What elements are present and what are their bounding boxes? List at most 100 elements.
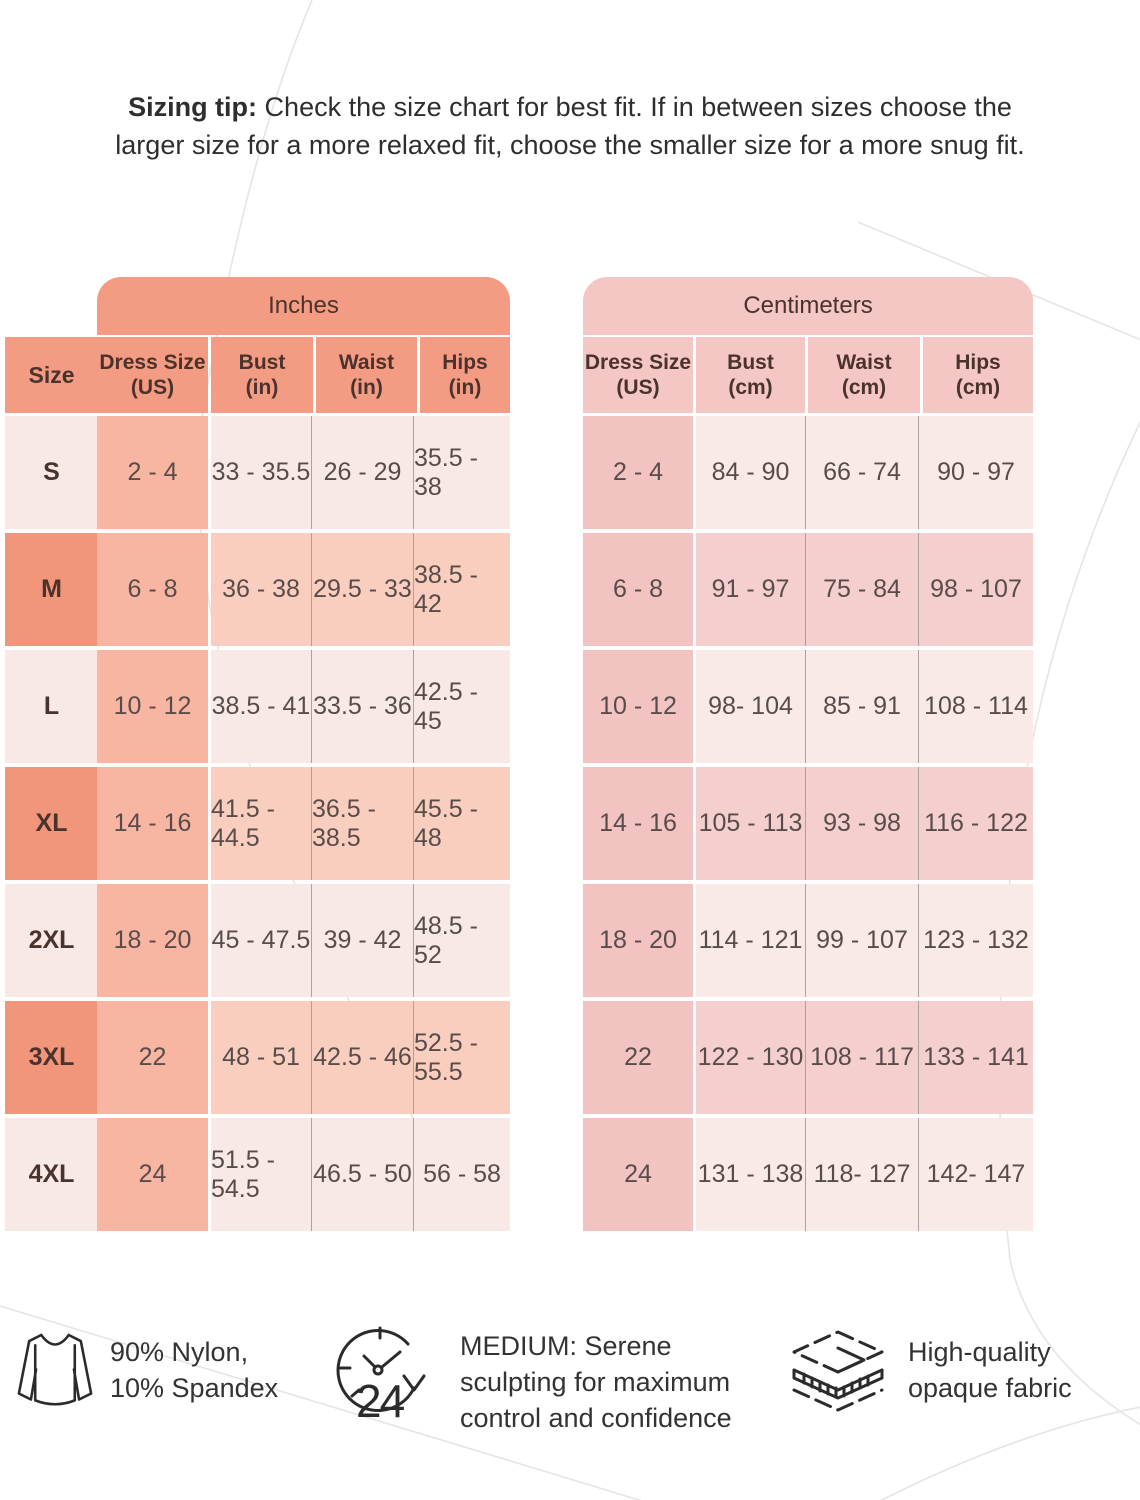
hips-cell: 48.5 - 52	[413, 884, 510, 997]
waist-cell: 108 - 117	[805, 1001, 918, 1114]
dress-size-cell: 18 - 20	[97, 884, 208, 997]
col-unit: (in)	[350, 376, 383, 399]
measure-group: 33 - 35.5 26 - 29 35.5 - 38	[211, 416, 510, 529]
hips-cell: 108 - 114	[918, 650, 1033, 763]
inches-row-2XL: 18 - 20 45 - 47.5 39 - 42 48.5 - 52	[97, 884, 510, 997]
cm-col-dress-size: Dress Size (US)	[583, 337, 693, 413]
feature-control-text: MEDIUM: Serene sculpting for maximum con…	[460, 1331, 732, 1433]
bust-cell: 33 - 35.5	[211, 458, 311, 486]
dress-size-cell: 6 - 8	[97, 533, 208, 646]
waist-cell: 29.5 - 33	[311, 533, 413, 646]
col-unit: (cm)	[955, 376, 1001, 399]
measure-group: 51.5 - 54.5 46.5 - 50 56 - 58	[211, 1118, 510, 1231]
hips-cell: 35.5 - 38	[413, 416, 510, 529]
cm-row-S: 2 - 4 84 - 90 66 - 74 90 - 97	[583, 416, 1033, 529]
measure-group: 131 - 138 118- 127 142- 147	[696, 1118, 1033, 1231]
waist-cell: 26 - 29	[311, 416, 413, 529]
hips-cell: 90 - 97	[918, 416, 1033, 529]
dress-size-cell: 22	[97, 1001, 208, 1114]
dress-size-cell: 6 - 8	[583, 533, 693, 646]
feature-control: 24 MEDIUM: Serene sculpting for maximum …	[330, 1322, 732, 1436]
inches-table-title: Inches	[97, 277, 510, 335]
col-label: Waist	[338, 351, 395, 374]
measure-group: 45 - 47.5 39 - 42 48.5 - 52	[211, 884, 510, 997]
waist-cell: 33.5 - 36	[311, 650, 413, 763]
bust-cell: 114 - 121	[698, 926, 803, 954]
dress-size-cell: 18 - 20	[583, 884, 693, 997]
waist-cell: 118- 127	[805, 1118, 918, 1231]
cm-row-L: 10 - 12 98- 104 85 - 91 108 - 114	[583, 650, 1033, 763]
waist-cell: 36.5 - 38.5	[311, 767, 413, 880]
dress-size-cell: 2 - 4	[97, 416, 208, 529]
size-label-S: S	[5, 416, 98, 529]
size-label-4XL: 4XL	[5, 1118, 98, 1231]
inches-rows: 2 - 4 33 - 35.5 26 - 29 35.5 - 38 6 - 8 36 - …	[97, 416, 510, 1231]
dress-size-cell: 24	[97, 1118, 208, 1231]
inches-col-dress-size: Dress Size (US)	[97, 337, 208, 413]
cm-row-M: 6 - 8 91 - 97 75 - 84 98 - 107	[583, 533, 1033, 646]
dress-size-cell: 10 - 12	[583, 650, 693, 763]
col-label: Bust	[238, 351, 286, 374]
col-label: Waist	[836, 351, 892, 374]
bust-cell: 51.5 - 54.5	[211, 1145, 275, 1203]
feature-material-text: 90% Nylon, 10% Spandex	[110, 1337, 279, 1403]
measure-group: 41.5 - 44.5 36.5 - 38.5 45.5 - 48	[211, 767, 510, 880]
bust-cell: 45 - 47.5	[211, 926, 311, 954]
col-unit: (in)	[245, 376, 279, 399]
col-unit: (cm)	[841, 376, 887, 399]
col-label: Dress Size	[99, 351, 206, 374]
inches-row-L: 10 - 12 38.5 - 41 33.5 - 36 42.5 - 45	[97, 650, 510, 763]
measure-group: 38.5 - 41 33.5 - 36 42.5 - 45	[211, 650, 510, 763]
measure-group: 105 - 113 93 - 98 116 - 122	[696, 767, 1033, 880]
cm-row-XL: 14 - 16 105 - 113 93 - 98 116 - 122	[583, 767, 1033, 880]
waist-cell: 75 - 84	[805, 533, 918, 646]
bust-cell: 41.5 - 44.5	[211, 794, 275, 852]
hips-cell: 56 - 58	[413, 1118, 510, 1231]
dress-size-cell: 2 - 4	[583, 416, 693, 529]
col-unit: (cm)	[728, 376, 773, 399]
cm-col-waist: Waist (cm)	[808, 337, 920, 413]
fabric-layers-icon	[786, 1328, 890, 1424]
dress-size-cell: 22	[583, 1001, 693, 1114]
bust-cell: 122 - 130	[697, 1043, 804, 1071]
shirt-icon	[12, 1326, 98, 1418]
inches-row-XL: 14 - 16 41.5 - 44.5 36.5 - 38.5 45.5 - 48	[97, 767, 510, 880]
centimeters-table-title: Centimeters	[583, 277, 1033, 335]
hips-cell: 142- 147	[918, 1118, 1033, 1231]
inches-col-waist: Waist (in)	[316, 337, 417, 413]
inches-row-4XL: 24 51.5 - 54.5 46.5 - 50 56 - 58	[97, 1118, 510, 1231]
measure-group: 48 - 51 42.5 - 46 52.5 - 55.5	[211, 1001, 510, 1114]
size-label-XL: XL	[5, 767, 98, 880]
inches-col-hips: Hips (in)	[420, 337, 510, 413]
size-label-3XL: 3XL	[5, 1001, 98, 1114]
feature-fabric-text: High-quality opaque fabric	[908, 1337, 1072, 1403]
size-column: Size S M L XL 2XL 3XL 4XL	[5, 337, 98, 1235]
clock-24-icon: 24	[330, 1322, 438, 1430]
col-label: Dress Size	[584, 351, 692, 374]
measure-group: 36 - 38 29.5 - 33 38.5 - 42	[211, 533, 510, 646]
bust-cell: 48 - 51	[222, 1043, 300, 1071]
size-label-M: M	[5, 533, 98, 646]
inches-table: Inches Dress Size (US) Bust (in) Waist (in)…	[97, 277, 510, 1235]
bust-cell: 105 - 113	[698, 809, 803, 837]
size-label-2XL: 2XL	[5, 884, 98, 997]
dress-size-cell: 10 - 12	[97, 650, 208, 763]
bust-cell: 98- 104	[708, 692, 793, 720]
measure-group: 84 - 90 66 - 74 90 - 97	[696, 416, 1033, 529]
inches-header-row: Dress Size (US) Bust (in) Waist (in) Hips (i…	[97, 337, 510, 413]
dress-size-cell: 14 - 16	[583, 767, 693, 880]
cm-row-3XL: 22 122 - 130 108 - 117 133 - 141	[583, 1001, 1033, 1114]
cm-row-2XL: 18 - 20 114 - 121 99 - 107 123 - 132	[583, 884, 1033, 997]
hips-cell: 116 - 122	[918, 767, 1033, 880]
sizing-tip: Sizing tip: Check the size chart for bes…	[30, 88, 1110, 164]
size-column-rows: S M L XL 2XL 3XL 4XL	[5, 416, 98, 1231]
cm-row-4XL: 24 131 - 138 118- 127 142- 147	[583, 1118, 1033, 1231]
hips-cell: 45.5 - 48	[413, 767, 510, 880]
measure-group: 122 - 130 108 - 117 133 - 141	[696, 1001, 1033, 1114]
centimeters-table: Centimeters Dress Size (US) Bust (cm) Wais…	[583, 277, 1033, 1235]
waist-cell: 46.5 - 50	[311, 1118, 413, 1231]
sizing-tip-label: Sizing tip:	[128, 92, 258, 122]
hips-cell: 52.5 - 55.5	[413, 1001, 510, 1114]
dress-size-cell: 24	[583, 1118, 693, 1231]
